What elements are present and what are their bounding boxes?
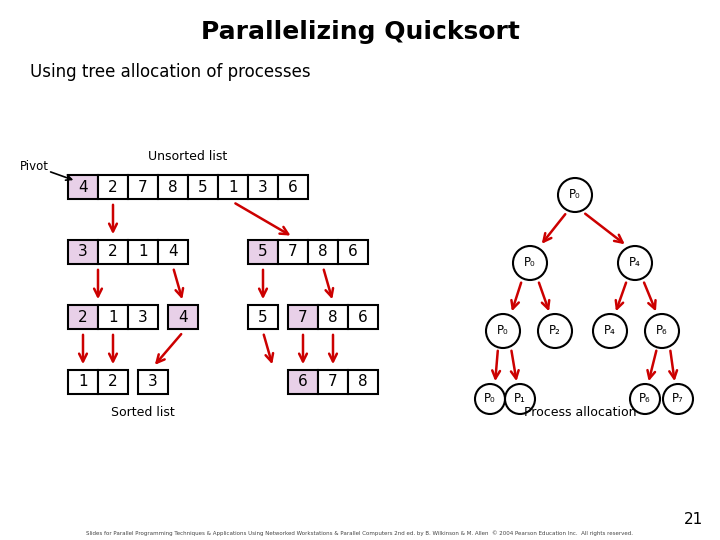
Text: P₆: P₆: [639, 393, 651, 406]
Text: 2: 2: [108, 375, 118, 389]
Bar: [158, 175, 188, 199]
Text: 1: 1: [78, 375, 88, 389]
Bar: [248, 305, 278, 329]
Text: 1: 1: [228, 179, 238, 194]
Text: Parallelizing Quicksort: Parallelizing Quicksort: [201, 20, 519, 44]
Text: P₂: P₂: [549, 325, 561, 338]
Bar: [288, 305, 318, 329]
Bar: [98, 370, 128, 394]
Bar: [348, 305, 378, 329]
Text: 7: 7: [138, 179, 148, 194]
Bar: [188, 175, 218, 199]
Bar: [278, 240, 308, 264]
Text: 6: 6: [358, 309, 368, 325]
Text: 3: 3: [78, 245, 88, 260]
Bar: [348, 370, 378, 394]
Text: P₄: P₄: [604, 325, 616, 338]
Text: 4: 4: [168, 245, 178, 260]
Text: 8: 8: [358, 375, 368, 389]
Text: 4: 4: [178, 309, 188, 325]
Bar: [338, 240, 368, 264]
Text: 2: 2: [108, 179, 118, 194]
Bar: [308, 240, 338, 264]
Bar: [98, 240, 128, 264]
Bar: [218, 175, 248, 199]
Bar: [248, 175, 278, 199]
Text: 21: 21: [684, 512, 703, 528]
Text: 8: 8: [328, 309, 338, 325]
Bar: [128, 175, 158, 199]
Text: Pivot: Pivot: [20, 160, 49, 173]
Text: 1: 1: [138, 245, 148, 260]
Text: 7: 7: [328, 375, 338, 389]
Bar: [158, 240, 188, 264]
Text: 8: 8: [318, 245, 328, 260]
Text: 5: 5: [258, 245, 268, 260]
Bar: [248, 240, 278, 264]
Text: 7: 7: [298, 309, 308, 325]
Text: 1: 1: [108, 309, 118, 325]
Text: P₁: P₁: [514, 393, 526, 406]
Text: 3: 3: [258, 179, 268, 194]
Text: Slides for Parallel Programming Techniques & Applications Using Networked Workst: Slides for Parallel Programming Techniqu…: [86, 530, 634, 536]
Text: 5: 5: [198, 179, 208, 194]
Text: P₀: P₀: [570, 188, 581, 201]
Bar: [68, 305, 98, 329]
Bar: [128, 305, 158, 329]
Text: 6: 6: [298, 375, 308, 389]
Text: 6: 6: [348, 245, 358, 260]
Bar: [68, 175, 98, 199]
Bar: [138, 370, 168, 394]
Bar: [318, 370, 348, 394]
Bar: [278, 175, 308, 199]
Bar: [98, 175, 128, 199]
Bar: [288, 370, 318, 394]
Text: P₀: P₀: [498, 325, 509, 338]
Text: Process allocation: Process allocation: [523, 406, 636, 419]
Text: P₀: P₀: [524, 256, 536, 269]
Text: 6: 6: [288, 179, 298, 194]
Text: P₇: P₇: [672, 393, 684, 406]
Text: Unsorted list: Unsorted list: [148, 151, 228, 164]
Text: 2: 2: [108, 245, 118, 260]
Text: 8: 8: [168, 179, 178, 194]
Text: 5: 5: [258, 309, 268, 325]
Text: P₀: P₀: [484, 393, 496, 406]
Text: 4: 4: [78, 179, 88, 194]
Text: Sorted list: Sorted list: [111, 406, 175, 419]
Bar: [68, 370, 98, 394]
Text: 3: 3: [148, 375, 158, 389]
Text: P₆: P₆: [656, 325, 668, 338]
Bar: [128, 240, 158, 264]
Bar: [98, 305, 128, 329]
Bar: [68, 240, 98, 264]
Text: 3: 3: [138, 309, 148, 325]
Bar: [168, 305, 198, 329]
Text: 7: 7: [288, 245, 298, 260]
Text: 2: 2: [78, 309, 88, 325]
Text: P₄: P₄: [629, 256, 641, 269]
Bar: [318, 305, 348, 329]
Text: Using tree allocation of processes: Using tree allocation of processes: [30, 63, 310, 81]
